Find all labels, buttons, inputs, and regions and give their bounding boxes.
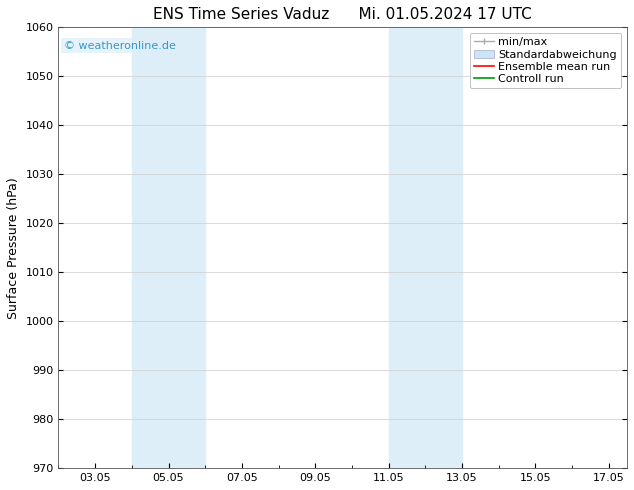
Y-axis label: Surface Pressure (hPa): Surface Pressure (hPa) [7,177,20,318]
Bar [389,27,462,468]
Bar [132,27,205,468]
Title: ENS Time Series Vaduz      Mi. 01.05.2024 17 UTC: ENS Time Series Vaduz Mi. 01.05.2024 17 … [153,7,532,22]
Legend: min/max, Standardabweichung, Ensemble mean run, Controll run: min/max, Standardabweichung, Ensemble me… [470,33,621,88]
Text: © weatheronline.de: © weatheronline.de [64,41,176,50]
